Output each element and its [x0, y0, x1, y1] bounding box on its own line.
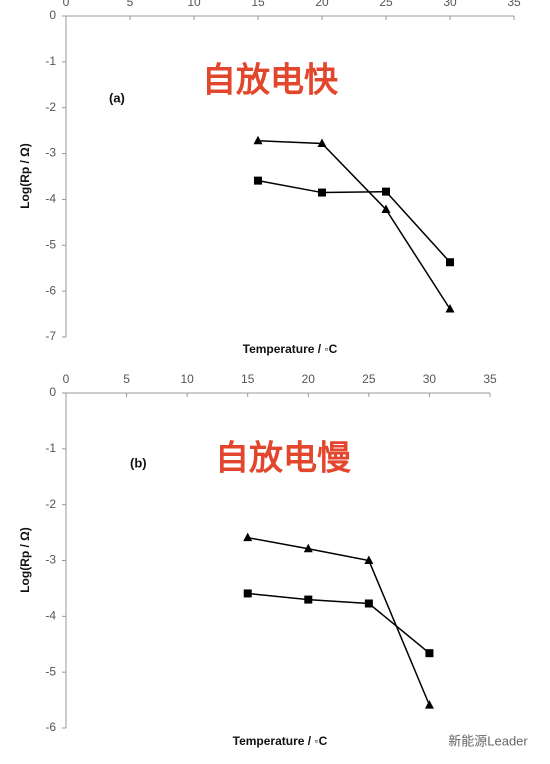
triangle-marker [381, 204, 391, 214]
x-tick-label: 30 [443, 0, 457, 9]
x-tick-label: 10 [180, 372, 194, 386]
y-tick-label: -5 [45, 664, 56, 678]
square-marker [318, 188, 326, 197]
triangle-marker [317, 138, 327, 147]
series-line [247, 592, 430, 654]
series-line [257, 179, 451, 263]
square-marker [364, 599, 373, 608]
square-marker [304, 595, 313, 604]
y-tick-label: -6 [45, 720, 56, 734]
y-tick-label: -4 [45, 609, 56, 623]
x-tick-label: 0 [63, 372, 70, 386]
y-tick-label: -4 [45, 192, 56, 206]
x-tick-label: 10 [187, 0, 201, 9]
x-tick-label: 15 [241, 372, 255, 386]
series-line [257, 139, 451, 310]
x-tick-label: 35 [507, 0, 521, 9]
x-tick-label: 20 [302, 372, 316, 386]
x-tick-label: 25 [362, 372, 376, 386]
triangle-marker [303, 543, 313, 553]
x-tick-label: 30 [423, 372, 437, 386]
square-marker [425, 649, 434, 658]
panel-label: (a) [109, 90, 125, 105]
y-tick-label: -1 [45, 441, 56, 455]
x-tick-label: 35 [483, 372, 497, 386]
square-marker [382, 187, 390, 196]
triangle-marker [364, 555, 374, 564]
y-tick-label: -3 [45, 146, 56, 160]
y-tick-label: -2 [45, 100, 56, 114]
series-line [247, 536, 431, 706]
square-marker [446, 258, 454, 267]
triangle-marker [243, 532, 253, 542]
y-tick-label: -3 [45, 553, 56, 567]
y-tick-label: -5 [45, 237, 56, 251]
x-tick-label: 0 [63, 0, 70, 9]
x-tick-label: 20 [315, 0, 329, 9]
triangle-marker [445, 304, 455, 313]
y-tick-label: -6 [45, 283, 56, 297]
x-tick-label: 25 [379, 0, 393, 9]
x-axis-title: Temperature / ◦C [243, 342, 338, 356]
x-tick-label: 15 [251, 0, 265, 9]
y-axis-title: Log(Rp / Ω) [18, 143, 32, 209]
x-tick-label: 5 [127, 0, 134, 9]
y-tick-label: -2 [45, 497, 56, 511]
triangle-marker [253, 135, 263, 145]
triangle-marker [424, 700, 434, 709]
y-axis-title: Log(Rp / Ω) [18, 527, 32, 593]
annotation: 自放电慢 [215, 439, 352, 479]
square-marker [254, 176, 262, 185]
y-tick-label: -7 [45, 329, 56, 343]
watermark: 新能源Leader [448, 733, 528, 748]
y-tick-label: -1 [45, 54, 56, 68]
x-axis-title: Temperature / ◦C [233, 734, 328, 748]
annotation: 自放电快 [202, 61, 339, 101]
panel-label: (b) [130, 455, 147, 470]
x-tick-label: 5 [123, 372, 130, 386]
y-tick-label: 0 [49, 385, 56, 399]
y-tick-label: 0 [49, 8, 56, 22]
square-marker [243, 589, 252, 598]
